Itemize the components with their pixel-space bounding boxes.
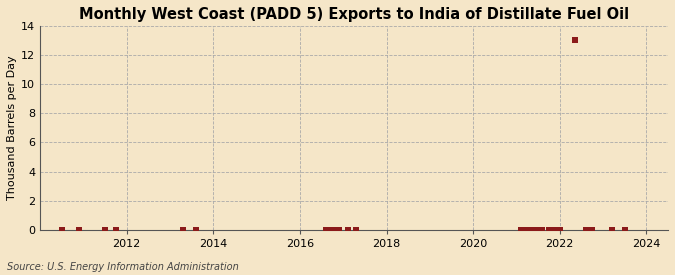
Point xyxy=(537,228,548,232)
Point xyxy=(543,228,554,232)
Point xyxy=(620,228,630,232)
Point xyxy=(178,228,188,232)
Point xyxy=(111,228,122,232)
Point xyxy=(554,228,565,232)
Point xyxy=(351,228,362,232)
Point xyxy=(587,228,597,232)
Point xyxy=(190,228,201,232)
Point xyxy=(570,38,580,43)
Point xyxy=(516,228,526,232)
Point xyxy=(56,228,67,232)
Point xyxy=(550,228,561,232)
Point xyxy=(321,228,331,232)
Title: Monthly West Coast (PADD 5) Exports to India of Distillate Fuel Oil: Monthly West Coast (PADD 5) Exports to I… xyxy=(79,7,629,22)
Point xyxy=(100,228,111,232)
Point xyxy=(526,228,537,232)
Point xyxy=(606,228,617,232)
Point xyxy=(522,228,533,232)
Point xyxy=(342,228,353,232)
Point xyxy=(74,228,84,232)
Point xyxy=(533,228,543,232)
Point xyxy=(580,228,591,232)
Text: Source: U.S. Energy Information Administration: Source: U.S. Energy Information Administ… xyxy=(7,262,238,272)
Point xyxy=(333,228,344,232)
Point xyxy=(325,228,335,232)
Point xyxy=(329,228,340,232)
Y-axis label: Thousand Barrels per Day: Thousand Barrels per Day xyxy=(7,56,17,200)
